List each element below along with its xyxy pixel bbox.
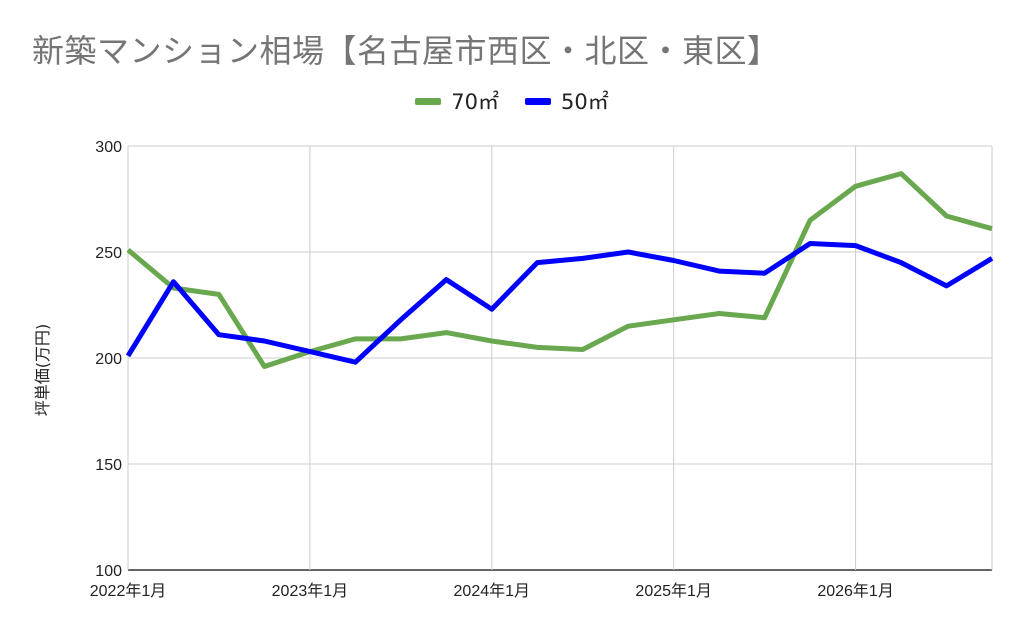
chart-legend: 70㎡ 50㎡ (0, 86, 1024, 116)
x-tick-label: 2025年1月 (635, 582, 712, 600)
series-line-1 (126, 171, 993, 369)
chart-title: 新築マンション相場【名古屋市西区・北区・東区】 (32, 32, 780, 70)
y-tick-label: 150 (95, 457, 122, 474)
legend-swatch-series-1 (415, 97, 442, 105)
legend-label-series-2: 50㎡ (561, 90, 609, 114)
y-tick-label: 100 (95, 563, 122, 580)
series-lines (125, 171, 994, 369)
y-tick-label: 200 (95, 351, 122, 368)
legend-swatch-series-2 (525, 97, 551, 105)
y-axis-ticks: 100 150 200 250 300 (95, 139, 122, 580)
legend-item-series-2[interactable]: 50㎡ (525, 86, 609, 116)
x-tick-label: 2024年1月 (454, 582, 531, 600)
x-tick-label: 2026年1月 (817, 582, 894, 600)
series-line-2 (125, 241, 994, 365)
legend-label-series-1: 70㎡ (451, 90, 499, 114)
y-axis-label: 坪単価(万円) (33, 324, 52, 417)
legend-item-series-1[interactable]: 70㎡ (415, 86, 499, 116)
y-tick-label: 250 (95, 245, 122, 262)
x-tick-label: 2022年1月 (90, 582, 167, 600)
y-tick-label: 300 (95, 139, 122, 156)
x-axis-ticks: 2022年1月 2023年1月 2024年1月 2025年1月 2026年1月 (90, 582, 894, 600)
x-tick-label: 2023年1月 (272, 582, 349, 600)
gridlines (127, 145, 993, 571)
